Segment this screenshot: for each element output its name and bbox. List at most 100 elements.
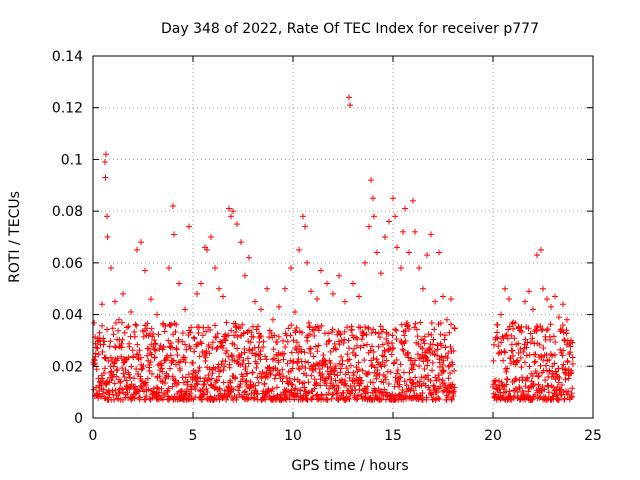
data-point [451, 384, 458, 391]
data-point [289, 365, 296, 372]
data-point [129, 347, 136, 354]
data-point [279, 366, 286, 373]
data-point [306, 324, 313, 331]
data-point [509, 352, 516, 359]
data-point [94, 391, 101, 398]
data-point [448, 396, 455, 403]
data-point [327, 348, 334, 355]
data-point [348, 326, 355, 333]
data-point [112, 319, 119, 326]
data-point [136, 394, 143, 401]
data-point [170, 357, 177, 364]
data-point [99, 322, 106, 329]
data-point [192, 385, 199, 392]
data-point [111, 396, 118, 403]
data-point [269, 356, 276, 363]
data-point [344, 324, 351, 331]
data-point [524, 374, 531, 381]
data-point [257, 333, 264, 340]
data-point [106, 343, 113, 350]
data-point [115, 327, 122, 334]
data-point [223, 319, 230, 326]
data-point [408, 365, 415, 372]
data-point [298, 348, 305, 355]
data-point [264, 374, 271, 381]
data-point [111, 380, 118, 387]
data-point [424, 357, 431, 364]
data-point [442, 332, 448, 339]
data-point [231, 341, 238, 348]
data-point [261, 380, 268, 387]
data-point [257, 348, 264, 355]
data-point [389, 391, 396, 398]
data-point [197, 375, 204, 382]
data-point [410, 387, 417, 394]
data-point [117, 378, 124, 385]
data-point [199, 396, 206, 403]
data-point [419, 345, 426, 352]
data-point [449, 395, 456, 402]
data-point [420, 337, 427, 344]
data-point [412, 374, 419, 381]
data-point [508, 332, 515, 339]
data-point [209, 339, 216, 346]
data-point [521, 359, 528, 366]
data-point [412, 320, 419, 327]
data-point [130, 375, 137, 382]
data-point [445, 363, 452, 370]
data-point [180, 379, 187, 386]
data-point [431, 326, 438, 333]
data-point [526, 363, 533, 370]
data-point [319, 371, 326, 378]
data-point [412, 357, 418, 364]
data-point [245, 360, 252, 367]
data-point [223, 396, 230, 403]
data-point [94, 338, 101, 345]
data-point [288, 322, 295, 329]
data-point [209, 345, 216, 352]
data-point [104, 326, 111, 333]
data-point [175, 379, 182, 386]
data-point [295, 349, 302, 356]
data-point [134, 387, 141, 394]
data-point [406, 369, 413, 376]
data-point [522, 336, 529, 343]
data-point [140, 333, 147, 340]
data-point [290, 337, 297, 344]
data-point [515, 340, 522, 347]
data-point [370, 326, 377, 333]
data-point [427, 378, 434, 385]
data-point [329, 326, 336, 333]
data-point [378, 363, 385, 370]
data-point [216, 396, 223, 403]
data-point [152, 341, 159, 348]
data-point [337, 365, 344, 372]
data-point [445, 375, 452, 382]
data-point [510, 325, 517, 332]
data-point [358, 336, 365, 343]
data-point [430, 336, 437, 343]
data-point [291, 376, 298, 383]
data-point [148, 325, 155, 332]
data-point [213, 346, 220, 353]
data-point [100, 370, 107, 377]
data-point [131, 395, 138, 402]
data-point [425, 331, 432, 338]
data-point [267, 371, 274, 378]
data-point [347, 362, 354, 369]
data-point [219, 395, 226, 402]
data-point [502, 332, 509, 339]
data-point [437, 320, 444, 327]
data-point [136, 388, 142, 395]
data-point [265, 387, 272, 394]
data-point [244, 370, 251, 377]
data-point [525, 384, 532, 391]
data-point [421, 340, 428, 347]
data-point [327, 380, 334, 387]
data-point [503, 381, 510, 388]
data-point [132, 321, 139, 328]
data-point [270, 346, 277, 353]
data-point [250, 333, 257, 340]
data-point [347, 390, 354, 397]
data-point [247, 339, 254, 346]
